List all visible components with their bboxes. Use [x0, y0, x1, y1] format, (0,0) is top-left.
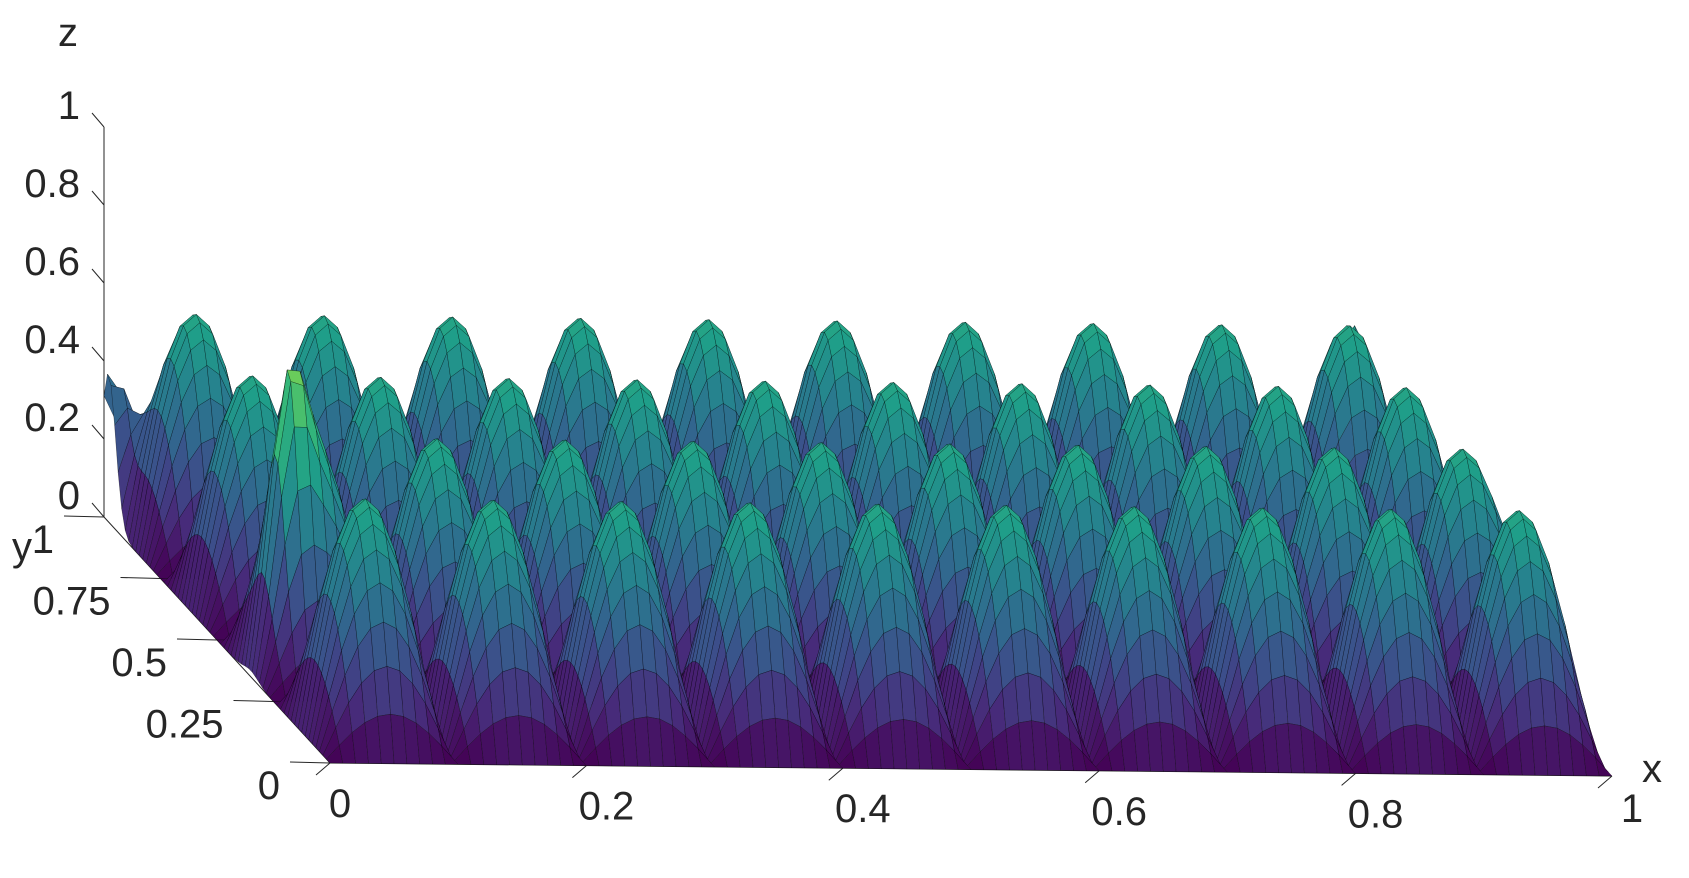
z-tick-mark	[91, 268, 105, 284]
y-tick-mark	[120, 577, 161, 579]
y-tick-mark	[176, 638, 218, 641]
x-tick-mark	[1084, 770, 1100, 784]
z-tick-mark	[91, 112, 105, 128]
z-tick-mark	[91, 424, 105, 440]
x-tick-mark	[572, 765, 587, 778]
z-tick-mark	[91, 190, 105, 206]
x-tick-mark	[828, 767, 844, 781]
surface-mesh	[103, 314, 1613, 777]
x-tick-mark	[1597, 775, 1613, 789]
z-tick-mark	[91, 502, 105, 518]
x-tick-mark	[315, 762, 331, 776]
y-tick-mark	[233, 700, 274, 702]
y-tick-mark	[63, 515, 105, 518]
z-tick-mark	[91, 346, 105, 362]
x-tick-mark	[1341, 773, 1356, 786]
y-tick-mark	[289, 761, 331, 764]
